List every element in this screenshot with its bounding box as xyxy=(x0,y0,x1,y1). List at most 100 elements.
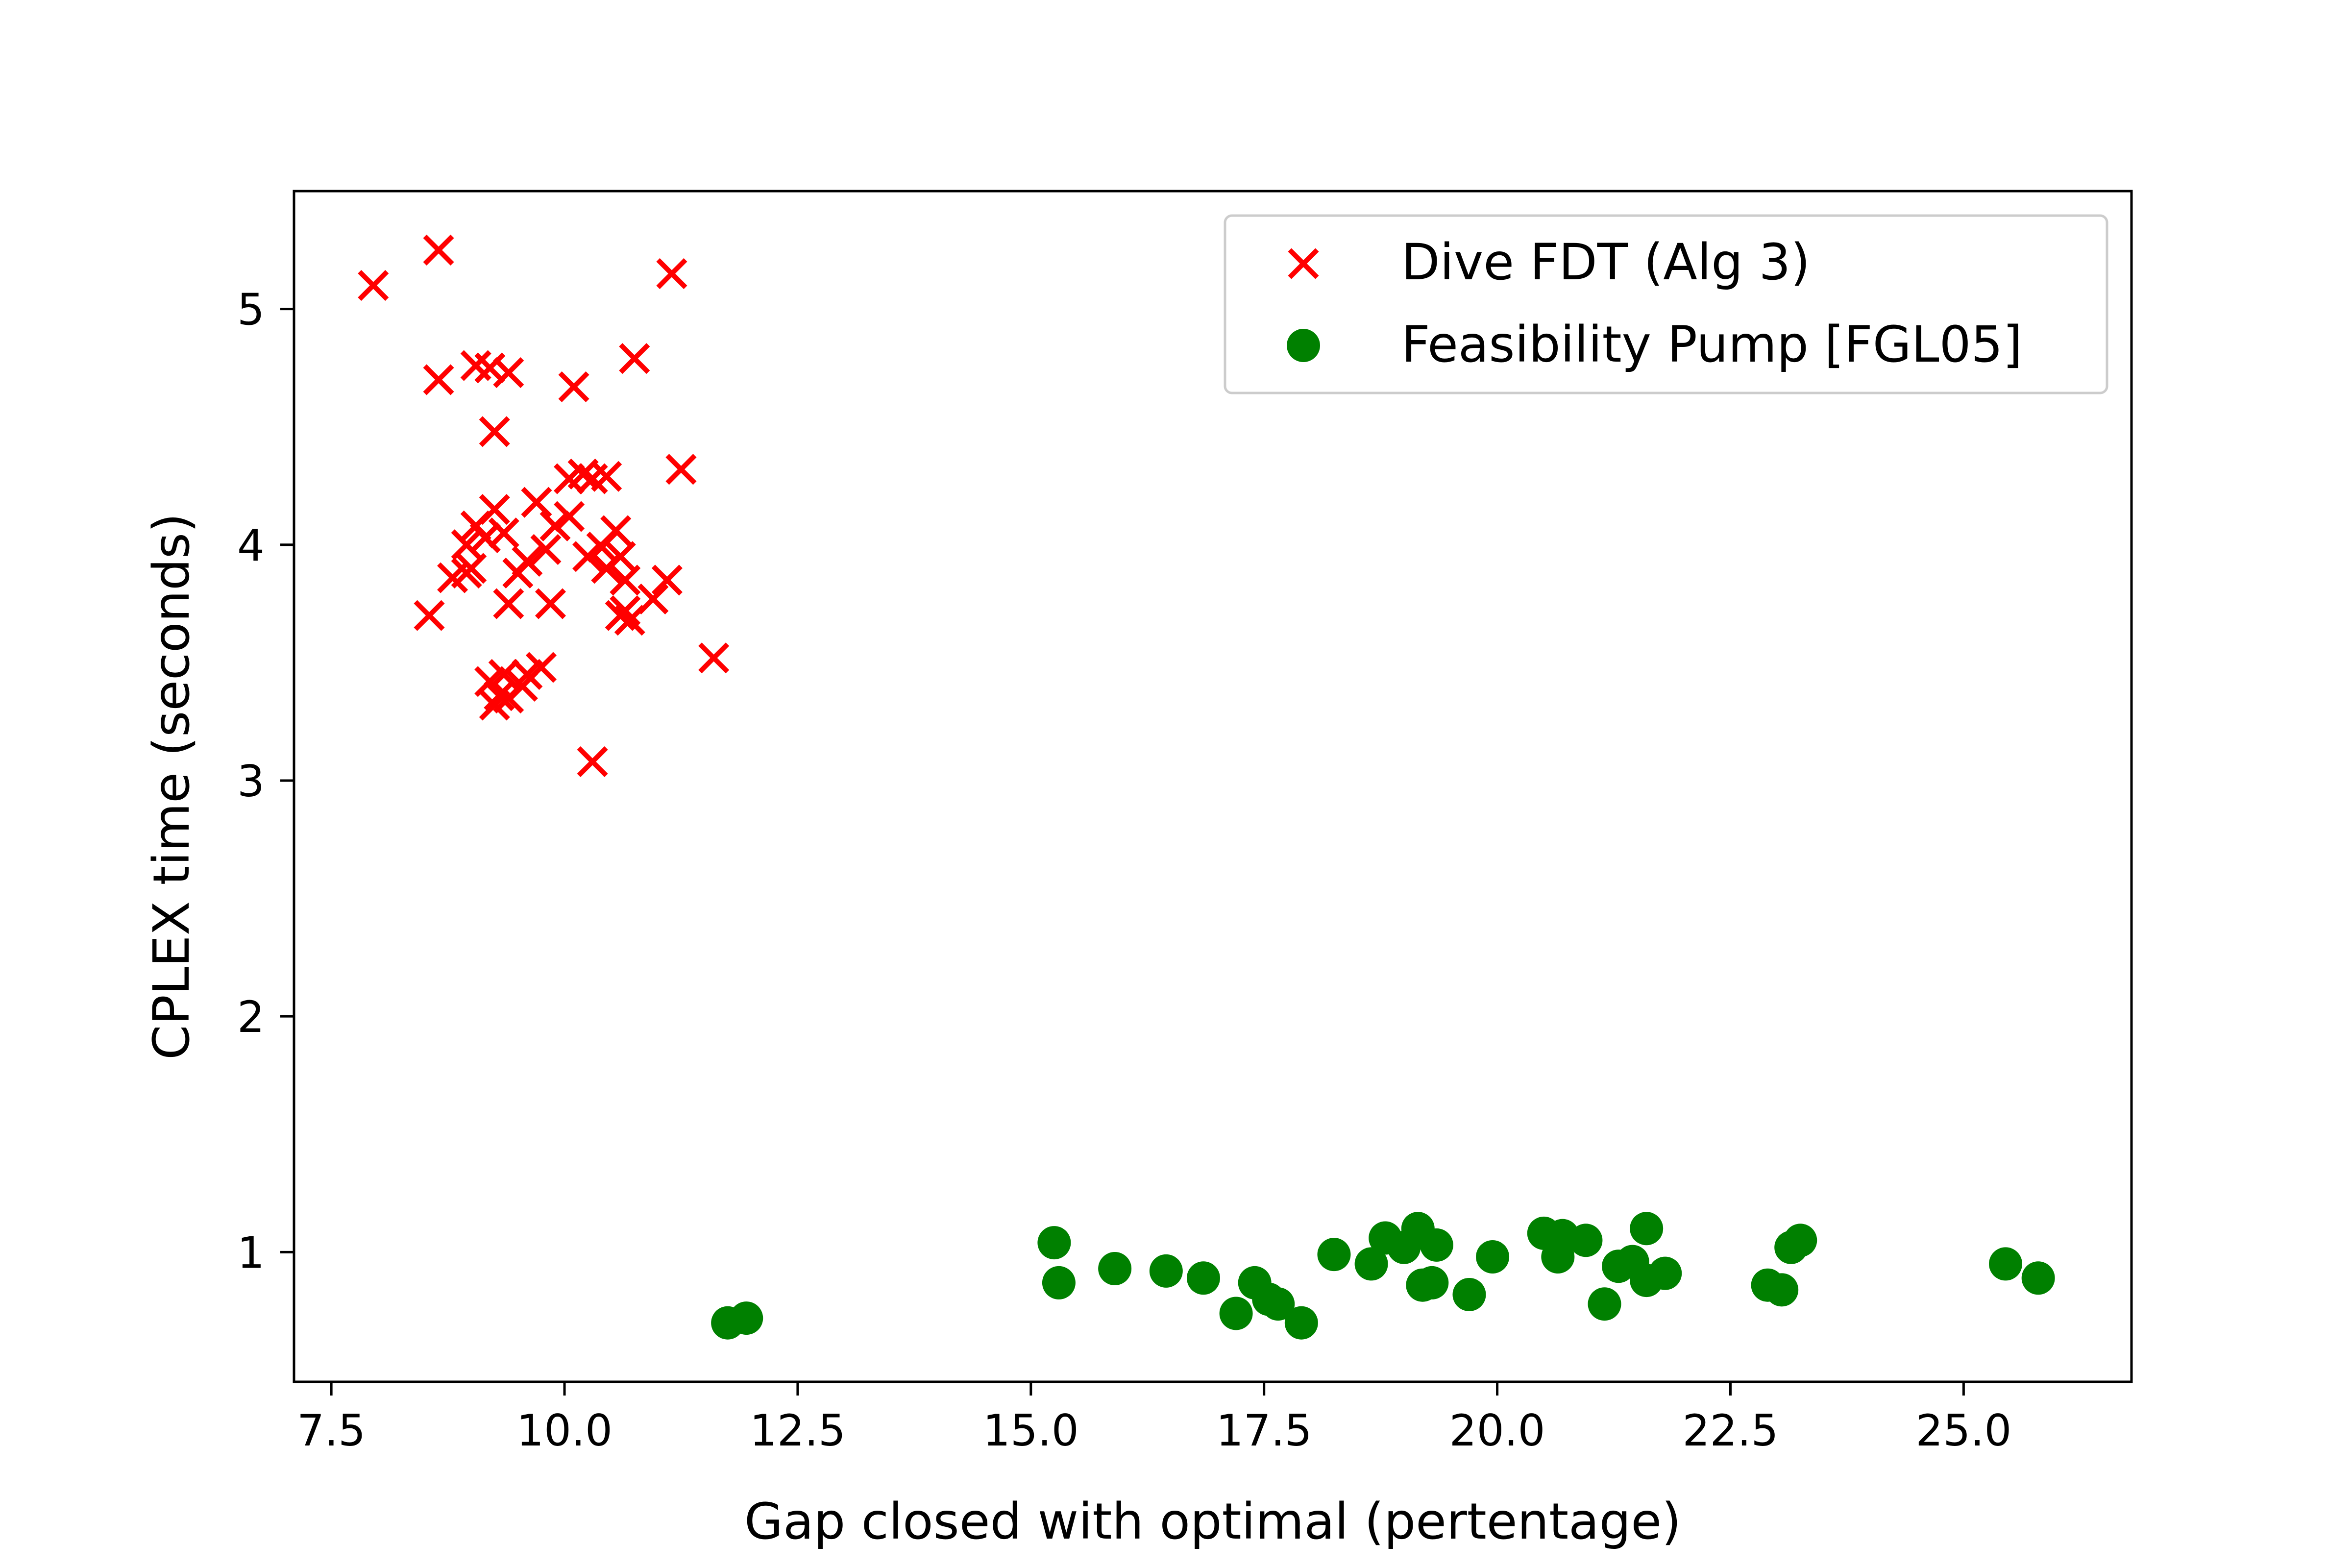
data-point xyxy=(1420,1228,1453,1262)
data-point xyxy=(423,364,454,395)
data-point xyxy=(493,357,524,389)
data-point xyxy=(479,416,510,447)
data-point xyxy=(656,258,687,289)
legend-box xyxy=(1224,214,2108,394)
data-point-stroke xyxy=(572,541,604,572)
data-point xyxy=(610,564,641,596)
data-point xyxy=(1630,1212,1664,1246)
data-point xyxy=(488,517,519,549)
data-point-stroke xyxy=(665,454,697,485)
data-point xyxy=(577,746,608,778)
x-tick-label: 17.5 xyxy=(1216,1405,1312,1456)
data-point xyxy=(1284,1306,1318,1340)
data-point-stroke xyxy=(493,683,524,714)
data-point-stroke xyxy=(605,600,636,631)
data-point xyxy=(521,487,552,518)
data-point-stroke xyxy=(619,343,650,374)
data-point-stroke xyxy=(656,258,687,289)
data-point xyxy=(512,545,543,577)
series-0 xyxy=(358,234,730,778)
data-point xyxy=(530,534,562,565)
data-point xyxy=(423,234,454,266)
x-tick-label: 20.0 xyxy=(1449,1405,1545,1456)
legend-circle-marker xyxy=(1287,329,1320,362)
data-point xyxy=(1149,1254,1183,1288)
data-point xyxy=(469,522,501,553)
legend-label-dive-fdt: Dive FDT (Alg 3) xyxy=(1401,233,1810,292)
y-tick-label: 2 xyxy=(237,992,265,1042)
data-point xyxy=(1989,1247,2023,1281)
data-point xyxy=(414,600,445,631)
data-point-stroke xyxy=(698,642,730,674)
data-point-stroke xyxy=(558,371,589,402)
data-point-stroke xyxy=(451,557,482,589)
data-point xyxy=(605,600,636,631)
data-point xyxy=(358,270,389,301)
data-point-stroke xyxy=(358,270,389,301)
y-tick-label: 3 xyxy=(237,756,265,807)
data-point-stroke xyxy=(591,461,622,492)
data-point xyxy=(1261,1287,1295,1321)
legend-x-marker xyxy=(1288,248,1319,279)
data-point xyxy=(651,564,683,596)
data-point-stroke xyxy=(530,534,562,565)
y-axis-ticks: 1 2 3 4 5 xyxy=(237,285,294,1278)
data-point-stroke xyxy=(451,529,482,561)
data-point xyxy=(1219,1297,1253,1330)
legend-x-marker-stroke xyxy=(1288,248,1319,279)
data-point xyxy=(665,454,697,485)
data-point-stroke xyxy=(577,746,608,778)
data-point-stroke xyxy=(651,564,683,596)
data-point xyxy=(1569,1224,1603,1257)
data-point xyxy=(591,553,622,584)
legend-label-feasibility-pump: Feasibility Pump [FGL05] xyxy=(1401,316,2022,374)
data-point-stroke xyxy=(414,600,445,631)
y-tick-label: 4 xyxy=(237,520,265,571)
data-point xyxy=(1042,1266,1076,1299)
data-point xyxy=(1784,1224,1817,1257)
data-point xyxy=(1317,1238,1351,1272)
data-point-stroke xyxy=(474,666,506,697)
data-point xyxy=(1098,1252,1132,1286)
data-point-stroke xyxy=(535,588,566,619)
data-point xyxy=(493,683,524,714)
data-point-stroke xyxy=(469,522,501,553)
x-tick-label: 7.5 xyxy=(297,1405,366,1456)
data-point-stroke xyxy=(521,487,552,518)
y-tick-label: 5 xyxy=(237,285,265,335)
data-point xyxy=(554,501,585,532)
data-point xyxy=(1588,1287,1621,1321)
data-point xyxy=(1037,1226,1071,1260)
data-point-stroke xyxy=(493,357,524,389)
data-point xyxy=(1186,1261,1220,1295)
data-point xyxy=(558,371,589,402)
data-point-stroke xyxy=(474,352,506,384)
series-1 xyxy=(711,1212,2055,1340)
data-point-stroke xyxy=(554,501,585,532)
data-point xyxy=(2021,1261,2055,1295)
data-point xyxy=(535,588,566,619)
data-point xyxy=(1765,1273,1799,1307)
legend-marker-dive-fdt xyxy=(1288,248,1319,279)
data-point-stroke xyxy=(423,234,454,266)
data-series xyxy=(358,234,2055,1340)
x-tick-label: 15.0 xyxy=(983,1405,1079,1456)
data-point-stroke xyxy=(484,680,515,711)
x-axis-ticks: 7.5 10.0 12.5 15.0 17.5 20.0 22.5 25.0 xyxy=(297,1382,2011,1456)
data-point xyxy=(591,461,622,492)
data-point-stroke xyxy=(493,588,524,619)
legend: Dive FDT (Alg 3) Feasibility Pump [FGL05… xyxy=(1224,214,2108,394)
data-point xyxy=(474,352,506,384)
x-tick-label: 22.5 xyxy=(1683,1405,1779,1456)
data-point xyxy=(1476,1240,1510,1274)
y-axis-label: CPLEX time (seconds) xyxy=(143,513,201,1060)
x-axis-label: Gap closed with optimal (pertentage) xyxy=(744,1493,1681,1551)
x-tick-label: 25.0 xyxy=(1915,1405,2011,1456)
data-point-stroke xyxy=(479,416,510,447)
data-point xyxy=(493,588,524,619)
x-tick-label: 12.5 xyxy=(750,1405,846,1456)
legend-marker-feasibility-pump xyxy=(1287,329,1320,362)
data-point xyxy=(619,343,650,374)
data-point xyxy=(451,557,482,589)
